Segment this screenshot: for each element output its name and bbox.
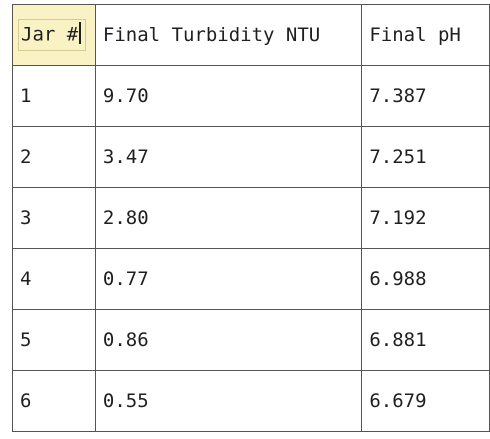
cell-jar-number[interactable]: 4 (12, 248, 96, 310)
cell-jar-number[interactable]: 6 (12, 370, 96, 432)
cell-final-turbidity[interactable]: 0.86 (94, 309, 363, 371)
table-row: 6 0.55 6.679 (12, 370, 490, 432)
cell-final-turbidity[interactable]: 2.80 (94, 187, 363, 249)
text-cursor (79, 22, 82, 44)
cell-jar-number[interactable]: 1 (12, 65, 96, 127)
cell-final-ph[interactable]: 6.679 (361, 370, 490, 432)
header-jar-number-label: Jar # (21, 23, 79, 46)
cell-jar-number[interactable]: 5 (12, 309, 96, 371)
table-row: 1 9.70 7.387 (12, 65, 490, 127)
table-row: 5 0.86 6.881 (12, 309, 490, 371)
table-row: 3 2.80 7.192 (12, 187, 490, 249)
header-final-ph-label: Final pH (369, 23, 461, 46)
header-row: Jar # Final Turbidity NTU Final pH (12, 4, 490, 66)
cell-final-ph[interactable]: 7.192 (361, 187, 490, 249)
table-body: 1 9.70 7.387 2 3.47 7.251 3 2.80 7.192 4… (12, 65, 490, 432)
cell-final-turbidity[interactable]: 0.55 (94, 370, 363, 432)
header-cell-final-ph[interactable]: Final pH (361, 4, 490, 66)
cell-editor[interactable]: Jar # (18, 19, 87, 51)
cell-final-turbidity[interactable]: 0.77 (94, 248, 363, 310)
cell-final-ph[interactable]: 7.251 (361, 126, 490, 188)
header-cell-final-turbidity[interactable]: Final Turbidity NTU (94, 4, 363, 66)
cell-final-ph[interactable]: 6.988 (361, 248, 490, 310)
cell-final-turbidity[interactable]: 9.70 (94, 65, 363, 127)
table-header: Jar # Final Turbidity NTU Final pH (12, 4, 490, 66)
header-cell-jar-number[interactable]: Jar # (12, 4, 96, 66)
cell-final-ph[interactable]: 7.387 (361, 65, 490, 127)
cell-final-turbidity[interactable]: 3.47 (94, 126, 363, 188)
cell-final-ph[interactable]: 6.881 (361, 309, 490, 371)
header-final-turbidity-label: Final Turbidity NTU (102, 23, 321, 46)
cell-jar-number[interactable]: 3 (12, 187, 96, 249)
cell-jar-number[interactable]: 2 (12, 126, 96, 188)
table-row: 4 0.77 6.988 (12, 248, 490, 310)
data-table: Jar # Final Turbidity NTU Final pH 1 9.7… (12, 4, 490, 432)
table-row: 2 3.47 7.251 (12, 126, 490, 188)
